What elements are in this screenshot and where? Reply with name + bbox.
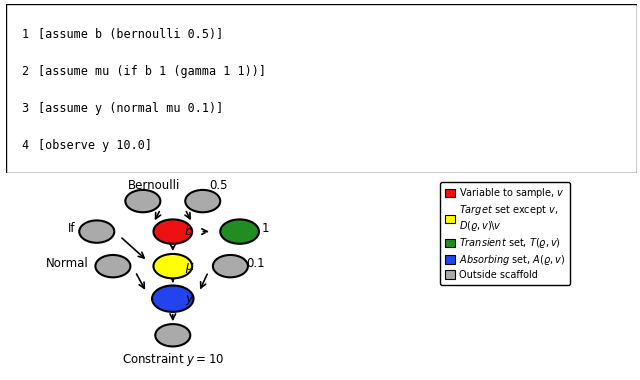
Text: [assume y (normal mu 0.1)]: [assume y (normal mu 0.1)] bbox=[38, 102, 223, 115]
Ellipse shape bbox=[125, 190, 161, 212]
Text: Constraint $y = 10$: Constraint $y = 10$ bbox=[122, 351, 224, 368]
Text: Bernoulli: Bernoulli bbox=[128, 179, 180, 192]
Text: 1: 1 bbox=[261, 222, 269, 235]
Text: 0.1: 0.1 bbox=[246, 256, 265, 269]
Text: Normal: Normal bbox=[45, 256, 88, 269]
Legend: Variable to sample, $v$, $\it{Target}$ set except $v$,
$D(\varrho,v)\backslash v: Variable to sample, $v$, $\it{Target}$ s… bbox=[440, 182, 570, 285]
Ellipse shape bbox=[156, 324, 190, 347]
Text: [assume b (bernoulli 0.5)]: [assume b (bernoulli 0.5)] bbox=[38, 28, 223, 41]
FancyBboxPatch shape bbox=[6, 4, 637, 173]
Text: 0.5: 0.5 bbox=[210, 179, 228, 192]
Text: 3: 3 bbox=[21, 102, 28, 115]
Ellipse shape bbox=[213, 255, 248, 277]
Ellipse shape bbox=[152, 285, 193, 312]
Text: [assume mu (if b 1 (gamma 1 1))]: [assume mu (if b 1 (gamma 1 1))] bbox=[38, 65, 266, 78]
Ellipse shape bbox=[154, 219, 192, 244]
Text: If: If bbox=[68, 222, 75, 235]
Ellipse shape bbox=[220, 219, 259, 244]
Text: 4: 4 bbox=[21, 139, 28, 152]
Ellipse shape bbox=[95, 255, 131, 277]
Text: 1: 1 bbox=[21, 28, 28, 41]
Text: [observe y 10.0]: [observe y 10.0] bbox=[38, 139, 152, 152]
Ellipse shape bbox=[79, 220, 115, 243]
Ellipse shape bbox=[185, 190, 220, 212]
Text: μ: μ bbox=[185, 260, 193, 273]
Text: 2: 2 bbox=[21, 65, 28, 78]
Text: b: b bbox=[185, 225, 193, 238]
Text: y: y bbox=[185, 292, 193, 305]
Ellipse shape bbox=[154, 254, 192, 278]
